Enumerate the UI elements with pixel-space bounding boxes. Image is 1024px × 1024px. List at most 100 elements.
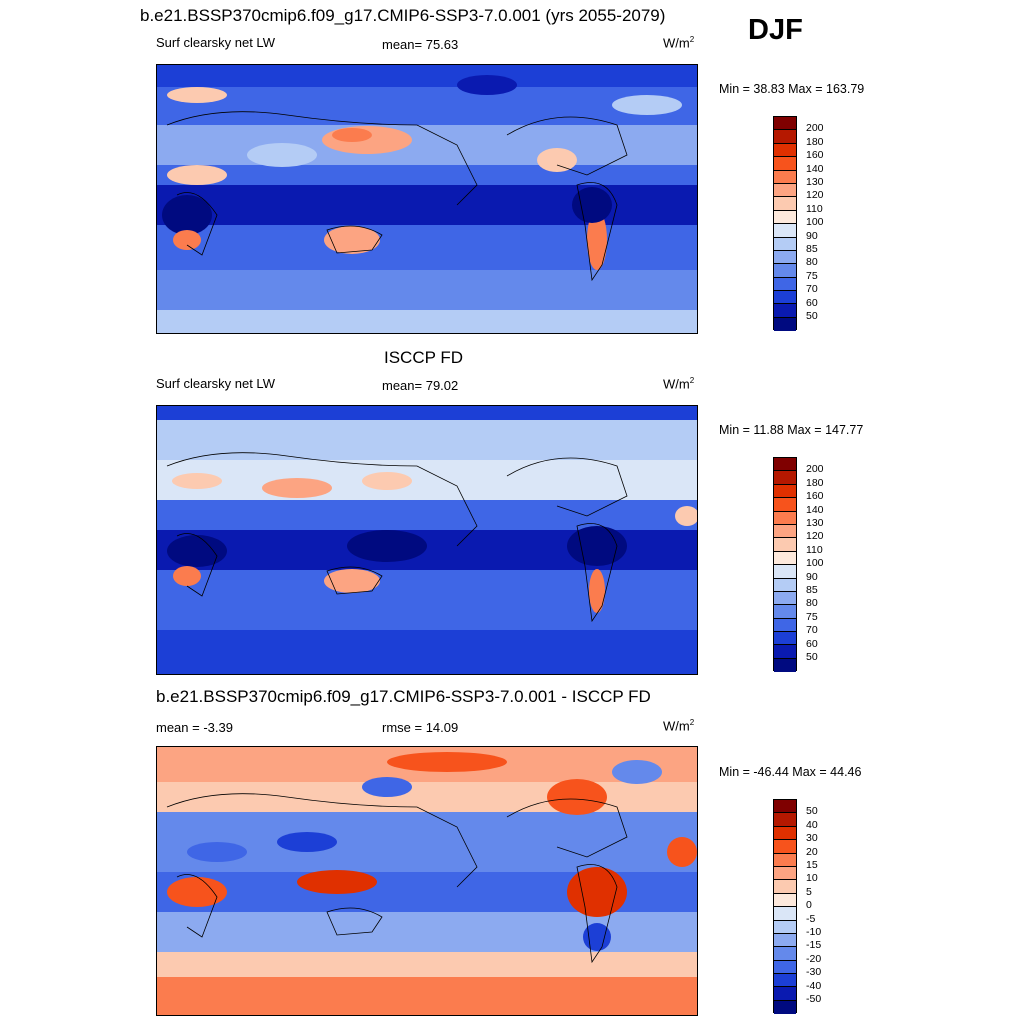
colorbar-tick-label: 50 [806,310,818,322]
panel1-colorbar [773,116,797,332]
colorbar-tick-label: -5 [806,912,816,925]
panel2-map [156,405,698,675]
panel3-colorbar [773,799,797,1015]
colorbar-tick-label: 5 [806,885,812,898]
colorbar-tick-label: 85 [806,243,818,255]
panel1-minmax: Min = 38.83 Max = 163.79 [719,82,865,96]
colorbar-swatch [774,538,796,552]
colorbar-swatch [774,250,796,265]
colorbar-swatch [774,987,796,1001]
colorbar-swatch [774,893,796,908]
panel2-mean: mean= 79.02 [382,378,459,393]
panel3-map [156,746,698,1016]
season-label: DJF [748,14,803,46]
colorbar-tick-label: 100 [806,557,824,570]
colorbar-swatch [774,264,796,278]
colorbar-tick-label: 50 [806,805,818,818]
colorbar-tick-label: 160 [806,149,824,162]
colorbar-swatch [774,565,796,579]
colorbar-swatch [774,484,796,499]
colorbar-tick-label: -15 [806,939,822,952]
colorbar-tick-label: 100 [806,216,824,229]
colorbar-swatch [774,974,796,988]
colorbar-tick-label: 30 [806,832,818,845]
colorbar-swatch [774,632,796,646]
colorbar-tick-label: 120 [806,189,824,202]
panel1-left-label: Surf clearsky net LW [156,35,275,50]
colorbar-swatch [774,117,796,131]
colorbar-tick-label: 180 [806,135,824,148]
panel3-rmse: rmse = 14.09 [382,720,459,735]
colorbar-swatch [774,291,796,305]
panel2-left-label: Surf clearsky net LW [156,376,275,391]
colorbar-swatch [774,551,796,566]
colorbar-tick-label: 110 [806,543,823,556]
colorbar-swatch [774,1000,796,1015]
colorbar-tick-label: 200 [806,122,824,135]
colorbar-tick-label: 85 [806,584,818,596]
colorbar-tick-label: 75 [806,269,818,282]
panel1-map [156,64,698,334]
panel3-title: b.e21.BSSP370cmip6.f09_g17.CMIP6-SSP3-7.… [156,687,651,706]
colorbar-tick-label: -20 [806,952,822,965]
colorbar-swatch [774,933,796,948]
panel2-title: ISCCP FD [384,348,464,367]
panel3-units: W/m2 [663,718,695,734]
colorbar-swatch [774,143,796,158]
colorbar-swatch [774,960,796,975]
colorbar-swatch [774,183,796,198]
colorbar-tick-label: 90 [806,229,818,242]
panel3-mean: mean = -3.39 [156,720,233,735]
colorbar-tick-label: 110 [806,202,823,215]
colorbar-swatch [774,157,796,171]
colorbar-tick-label: 180 [806,476,824,489]
colorbar-swatch [774,578,796,592]
colorbar-swatch [774,947,796,961]
colorbar-tick-label: 60 [806,296,818,309]
colorbar-swatch [774,840,796,854]
colorbar-tick-label: -40 [806,979,822,992]
colorbar-swatch [774,237,796,251]
colorbar-swatch [774,813,796,827]
colorbar-swatch [774,866,796,881]
colorbar-tick-label: 140 [806,503,824,516]
colorbar-tick-label: 15 [806,859,818,871]
colorbar-swatch [774,880,796,894]
panel2-units: W/m2 [663,376,695,392]
colorbar-tick-label: 120 [806,530,824,543]
panel1-mean: mean= 75.63 [382,37,459,52]
colorbar-swatch [774,618,796,633]
panel1-units: W/m2 [663,35,695,51]
colorbar-tick-label: 60 [806,637,818,650]
panel2-colorbar [773,457,797,673]
colorbar-swatch [774,920,796,934]
colorbar-swatch [774,317,796,332]
colorbar-swatch [774,498,796,512]
colorbar-swatch [774,907,796,921]
colorbar-tick-label: 140 [806,162,824,175]
colorbar-tick-label: 50 [806,651,818,663]
colorbar-tick-label: 10 [806,872,818,885]
colorbar-swatch [774,853,796,867]
colorbar-tick-label: 130 [806,517,824,529]
colorbar-tick-label: 20 [806,845,818,858]
colorbar-swatch [774,658,796,673]
colorbar-tick-label: 90 [806,570,818,583]
colorbar-swatch [774,524,796,539]
colorbar-swatch [774,224,796,238]
colorbar-swatch [774,591,796,606]
colorbar-swatch [774,130,796,144]
colorbar-swatch [774,645,796,659]
colorbar-swatch [774,800,796,814]
panel3-minmax: Min = -46.44 Max = 44.46 [719,765,862,779]
colorbar-swatch [774,511,796,525]
colorbar-tick-label: -10 [806,926,822,938]
colorbar-tick-label: 0 [806,899,812,912]
colorbar-tick-label: 80 [806,256,818,269]
colorbar-swatch [774,210,796,225]
panel2-minmax: Min = 11.88 Max = 147.77 [719,423,864,437]
colorbar-tick-label: -50 [806,993,822,1005]
colorbar-swatch [774,471,796,485]
colorbar-swatch [774,197,796,211]
colorbar-swatch [774,304,796,318]
